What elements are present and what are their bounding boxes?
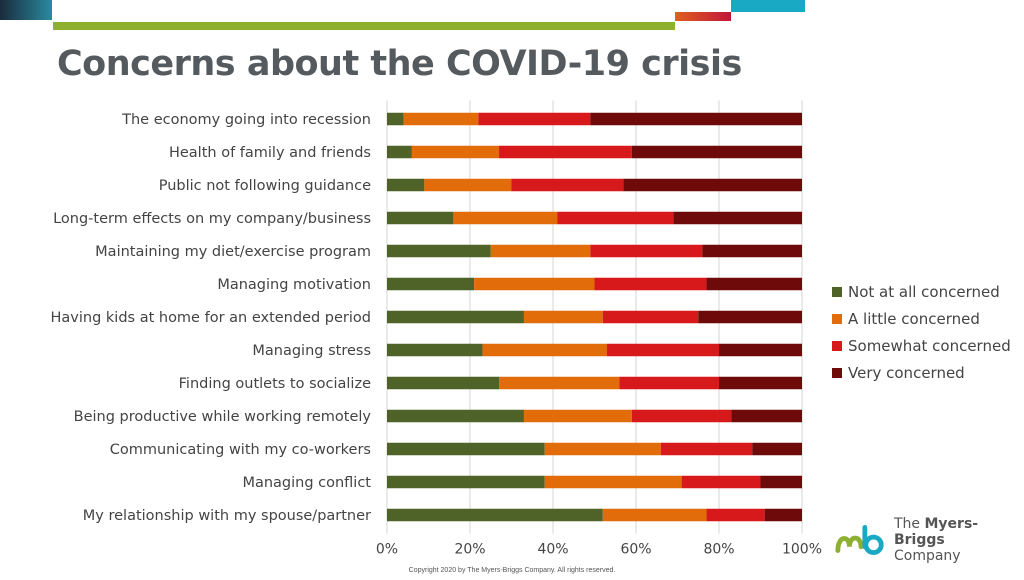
legend-swatch xyxy=(832,367,842,378)
logo-brand: Myers-Briggs xyxy=(893,516,979,548)
category-label: Managing conflict xyxy=(242,475,371,491)
x-tick-label: 40% xyxy=(537,542,568,558)
bar-segment-not-at-all-concerned xyxy=(387,508,603,522)
legend-label: Very concerned xyxy=(848,363,965,382)
copyright-notice: Copyright 2020 by The Myers-Briggs Compa… xyxy=(408,567,616,574)
x-tick-label: 80% xyxy=(703,542,734,558)
bar-segment-somewhat-concerned xyxy=(631,409,732,423)
header-decoration-orange xyxy=(675,12,731,21)
bar-segment-not-at-all-concerned xyxy=(387,310,524,324)
x-tick-label: 20% xyxy=(454,542,485,558)
bar-segment-a-little-concerned xyxy=(523,409,632,423)
legend-label: A little concerned xyxy=(848,309,980,328)
bar-segment-a-little-concerned xyxy=(523,310,603,324)
bar-segment-very-concerned xyxy=(590,112,802,126)
logo-company: Company xyxy=(893,548,961,564)
header-decoration-green-line xyxy=(53,22,675,30)
category-label: Communicating with my co-workers xyxy=(110,442,371,458)
category-label: Long-term effects on my company/business xyxy=(53,211,371,227)
bar-segment-very-concerned xyxy=(623,178,802,192)
bar-segment-a-little-concerned xyxy=(499,376,620,390)
category-label: The economy going into recession xyxy=(121,112,371,128)
legend-item: Very concerned xyxy=(832,359,1011,386)
legend-swatch xyxy=(832,313,842,324)
bar-segment-somewhat-concerned xyxy=(602,310,699,324)
bar-segment-very-concerned xyxy=(702,244,802,258)
logo-prefix: The xyxy=(893,516,925,532)
bar-segment-not-at-all-concerned xyxy=(387,211,454,225)
category-label: Health of family and friends xyxy=(169,145,371,161)
category-label: Maintaining my diet/exercise program xyxy=(95,244,371,260)
bar-segment-a-little-concerned xyxy=(474,277,595,291)
bar-segment-somewhat-concerned xyxy=(660,442,753,456)
logo-text: The Myers-Briggs Company xyxy=(894,516,1024,564)
legend-item: A little concerned xyxy=(832,305,1011,332)
bar-segment-not-at-all-concerned xyxy=(387,145,412,159)
chart-legend: Not at all concerned A little concerned So… xyxy=(832,278,1011,386)
bar-segment-somewhat-concerned xyxy=(499,145,632,159)
bar-segment-a-little-concerned xyxy=(602,508,707,522)
legend-label: Not at all concerned xyxy=(848,282,1000,301)
bar-segment-very-concerned xyxy=(673,211,802,225)
bar-segment-somewhat-concerned xyxy=(619,376,719,390)
bar-segment-not-at-all-concerned xyxy=(387,244,491,258)
bar-segment-not-at-all-concerned xyxy=(387,475,545,489)
category-label: My relationship with my spouse/partner xyxy=(83,508,371,524)
bar-segment-a-little-concerned xyxy=(544,442,661,456)
bar-segment-somewhat-concerned xyxy=(590,244,703,258)
bar-segment-not-at-all-concerned xyxy=(387,442,545,456)
legend-label: Somewhat concerned xyxy=(848,336,1011,355)
category-label: Public not following guidance xyxy=(159,178,371,194)
header-decoration-dark xyxy=(0,0,52,20)
bar-segment-not-at-all-concerned xyxy=(387,409,524,423)
mb-logo-icon xyxy=(835,525,884,555)
bar-segment-not-at-all-concerned xyxy=(387,376,500,390)
legend-item: Somewhat concerned xyxy=(832,332,1011,359)
company-logo: The Myers-Briggs Company xyxy=(834,516,1024,564)
legend-swatch xyxy=(832,286,842,297)
category-label: Finding outlets to socialize xyxy=(179,376,371,392)
legend-swatch xyxy=(832,340,842,351)
header-decoration-teal xyxy=(731,0,805,12)
bar-segment-a-little-concerned xyxy=(411,145,500,159)
bar-segment-very-concerned xyxy=(760,475,802,489)
bar-segment-very-concerned xyxy=(631,145,802,159)
x-tick-label: 60% xyxy=(620,542,651,558)
bar-segment-very-concerned xyxy=(764,508,802,522)
bar-segment-not-at-all-concerned xyxy=(387,112,404,126)
bar-segment-somewhat-concerned xyxy=(557,211,674,225)
bar-segment-not-at-all-concerned xyxy=(387,178,425,192)
bar-segment-very-concerned xyxy=(706,277,802,291)
bar-segment-not-at-all-concerned xyxy=(387,343,483,357)
bar-segment-a-little-concerned xyxy=(490,244,591,258)
bar-segment-a-little-concerned xyxy=(544,475,682,489)
bar-segment-very-concerned xyxy=(731,409,802,423)
bar-segment-somewhat-concerned xyxy=(706,508,765,522)
x-tick-label: 0% xyxy=(376,542,398,558)
legend-item: Not at all concerned xyxy=(832,278,1011,305)
bar-segment-somewhat-concerned xyxy=(594,277,707,291)
category-label: Being productive while working remotely xyxy=(74,409,372,425)
page-title: Concerns about the COVID-19 crisis xyxy=(57,44,742,84)
bar-segment-a-little-concerned xyxy=(453,211,558,225)
category-label: Managing stress xyxy=(252,343,371,359)
bar-segment-somewhat-concerned xyxy=(681,475,761,489)
bar-segment-a-little-concerned xyxy=(424,178,512,192)
bar-segment-not-at-all-concerned xyxy=(387,277,475,291)
category-label: Having kids at home for an extended peri… xyxy=(51,310,372,326)
bar-segment-a-little-concerned xyxy=(482,343,607,357)
bar-segment-very-concerned xyxy=(719,376,802,390)
x-tick-label: 100% xyxy=(782,542,822,558)
bar-segment-very-concerned xyxy=(719,343,802,357)
bar-segment-very-concerned xyxy=(698,310,802,324)
bar-segment-somewhat-concerned xyxy=(511,178,624,192)
category-label: Managing motivation xyxy=(217,277,371,293)
bar-segment-somewhat-concerned xyxy=(478,112,591,126)
bar-segment-very-concerned xyxy=(752,442,802,456)
bar-segment-somewhat-concerned xyxy=(606,343,719,357)
bar-segment-a-little-concerned xyxy=(403,112,479,126)
